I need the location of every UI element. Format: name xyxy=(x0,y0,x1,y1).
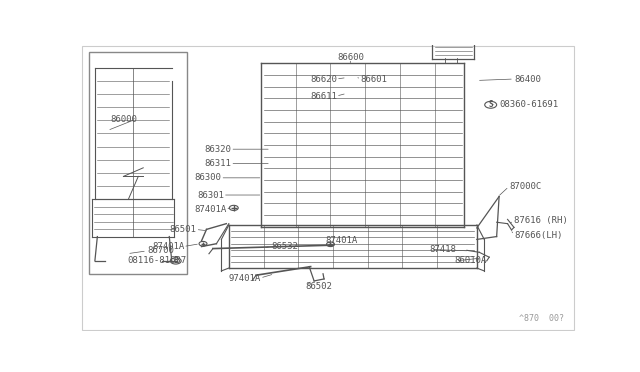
Text: 86311: 86311 xyxy=(204,159,231,168)
Text: 86532: 86532 xyxy=(271,242,298,251)
Text: 87666(LH): 87666(LH) xyxy=(514,231,563,240)
Text: 86601: 86601 xyxy=(360,74,387,83)
Text: 87616 (RH): 87616 (RH) xyxy=(514,216,568,225)
Text: 97401A: 97401A xyxy=(228,273,261,283)
Text: 86301: 86301 xyxy=(197,190,224,199)
Text: 87401A: 87401A xyxy=(194,205,227,214)
Text: B: B xyxy=(173,256,178,265)
Text: 87418: 87418 xyxy=(429,245,456,254)
Text: 86400: 86400 xyxy=(514,74,541,83)
Text: 86600: 86600 xyxy=(337,53,364,62)
Text: 87401A: 87401A xyxy=(326,236,358,246)
Text: 08360-61691: 08360-61691 xyxy=(499,100,558,109)
Text: 86620: 86620 xyxy=(310,74,337,83)
Bar xyxy=(89,52,187,274)
Text: ^870  00?: ^870 00? xyxy=(518,314,564,323)
Text: 86300: 86300 xyxy=(195,173,221,182)
Text: 87401A: 87401A xyxy=(152,242,184,251)
Text: S: S xyxy=(488,100,493,109)
Text: 86501: 86501 xyxy=(170,225,196,234)
Text: 86000: 86000 xyxy=(110,115,137,124)
Text: 87000C: 87000C xyxy=(509,182,541,191)
Text: 86010A: 86010A xyxy=(454,256,487,265)
Text: 86611: 86611 xyxy=(310,92,337,101)
Text: 08116-81637: 08116-81637 xyxy=(127,256,187,265)
Text: 86700: 86700 xyxy=(147,246,174,255)
Text: 86502: 86502 xyxy=(306,282,333,291)
Text: 86320: 86320 xyxy=(204,145,231,154)
